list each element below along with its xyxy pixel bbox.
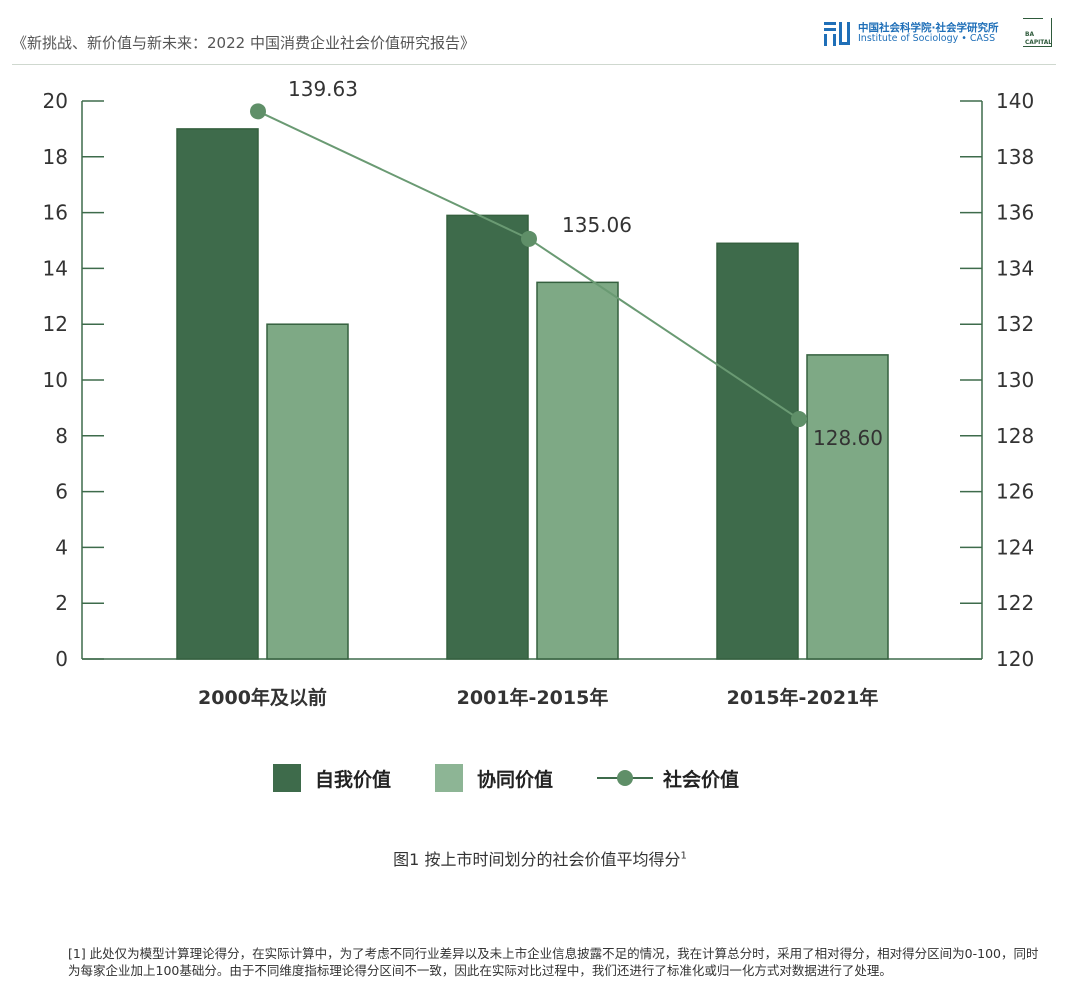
social-value-label: 135.06: [562, 213, 632, 237]
legend-item-social: 社会价值: [597, 764, 739, 792]
y-right-tick-label: 120: [996, 647, 1034, 671]
legend-swatch-social: [597, 770, 654, 786]
y-right-tick-label: 136: [996, 201, 1034, 225]
y-left-tick-label: 20: [43, 89, 68, 113]
y-right-tick-label: 124: [996, 535, 1034, 559]
cass-logo-icon: [824, 22, 850, 46]
legend-label-social: 社会价值: [663, 768, 740, 791]
legend-label-self: 自我价值: [315, 768, 392, 791]
y-right-tick-label: 126: [996, 480, 1034, 504]
ba-capital-logo: BA CAPITAL: [1023, 18, 1052, 47]
caption-footnote-mark: 1: [680, 850, 687, 862]
legend-swatch-self: [273, 764, 301, 792]
social-value-point: [791, 411, 807, 428]
y-right-tick-label: 132: [996, 312, 1034, 336]
y-left-tick-label: 4: [55, 535, 68, 559]
cass-logo: 中国社会科学院·社会学研究所 Institute of Sociology • …: [822, 18, 999, 48]
bar-self: [716, 242, 799, 660]
social-value-point: [250, 103, 266, 120]
cass-logo-en: Institute of Sociology • CASS: [858, 32, 996, 44]
bar-synergy: [266, 323, 349, 660]
header-divider: [12, 64, 1056, 65]
x-tick-label: 2000年及以前: [198, 686, 327, 709]
x-tick-label: 2001年-2015年: [457, 686, 609, 709]
y-left-tick-label: 18: [43, 145, 68, 169]
legend-label-synergy: 协同价值: [477, 768, 554, 791]
y-left-tick-label: 16: [43, 201, 68, 225]
footnote: [1] 此处仅为模型计算理论得分，在实际计算中，为了考虑不同行业差异以及未上市企…: [68, 946, 1039, 978]
legend: 自我价值 协同价值 社会价值: [273, 764, 783, 792]
y-left-tick-label: 10: [43, 368, 68, 392]
y-left-tick-label: 6: [55, 480, 68, 504]
x-tick-label: 2015年-2021年: [727, 686, 879, 709]
y-right-tick-label: 128: [996, 424, 1034, 448]
bar-self: [176, 128, 259, 660]
legend-swatch-synergy: [435, 764, 464, 792]
y-right-tick-label: 140: [996, 89, 1034, 113]
social-value-point: [521, 230, 537, 247]
chart-line: [250, 103, 807, 428]
social-value-label: 128.60: [813, 426, 883, 450]
y-left-tick-label: 12: [43, 312, 68, 336]
bar-synergy: [536, 281, 619, 660]
y-right-tick-label: 122: [996, 591, 1034, 615]
figure-caption: 图1 按上市时间划分的社会价值平均得分1: [393, 850, 687, 869]
y-left-tick-label: 8: [55, 424, 68, 448]
y-left-tick-label: 14: [43, 256, 68, 280]
y-right-tick-label: 138: [996, 145, 1034, 169]
report-title: 《新挑战、新价值与新未来：2022 中国消费企业社会价值研究报告》: [12, 34, 475, 52]
y-right-tick-label: 134: [996, 256, 1034, 280]
chart-labels: 0 2 4 6 8 10 12 14 16 18 20 120 122 124 126 128 130 132 13…: [43, 77, 1035, 709]
y-right-tick-label: 130: [996, 368, 1034, 392]
social-value-label: 139.63: [288, 77, 358, 101]
bar-synergy: [806, 354, 889, 660]
y-left-tick-label: 2: [55, 591, 68, 615]
cass-logo-cn: 中国社会科学院·社会学研究所: [858, 21, 999, 34]
y-left-tick-label: 0: [55, 647, 68, 671]
ba-capital-logo-text: BA CAPITAL: [1025, 30, 1053, 46]
legend-item-self: 自我价值: [273, 764, 391, 792]
chart-bars: [176, 128, 889, 660]
bar-self: [446, 214, 529, 660]
legend-item-synergy: 协同价值: [435, 764, 553, 792]
